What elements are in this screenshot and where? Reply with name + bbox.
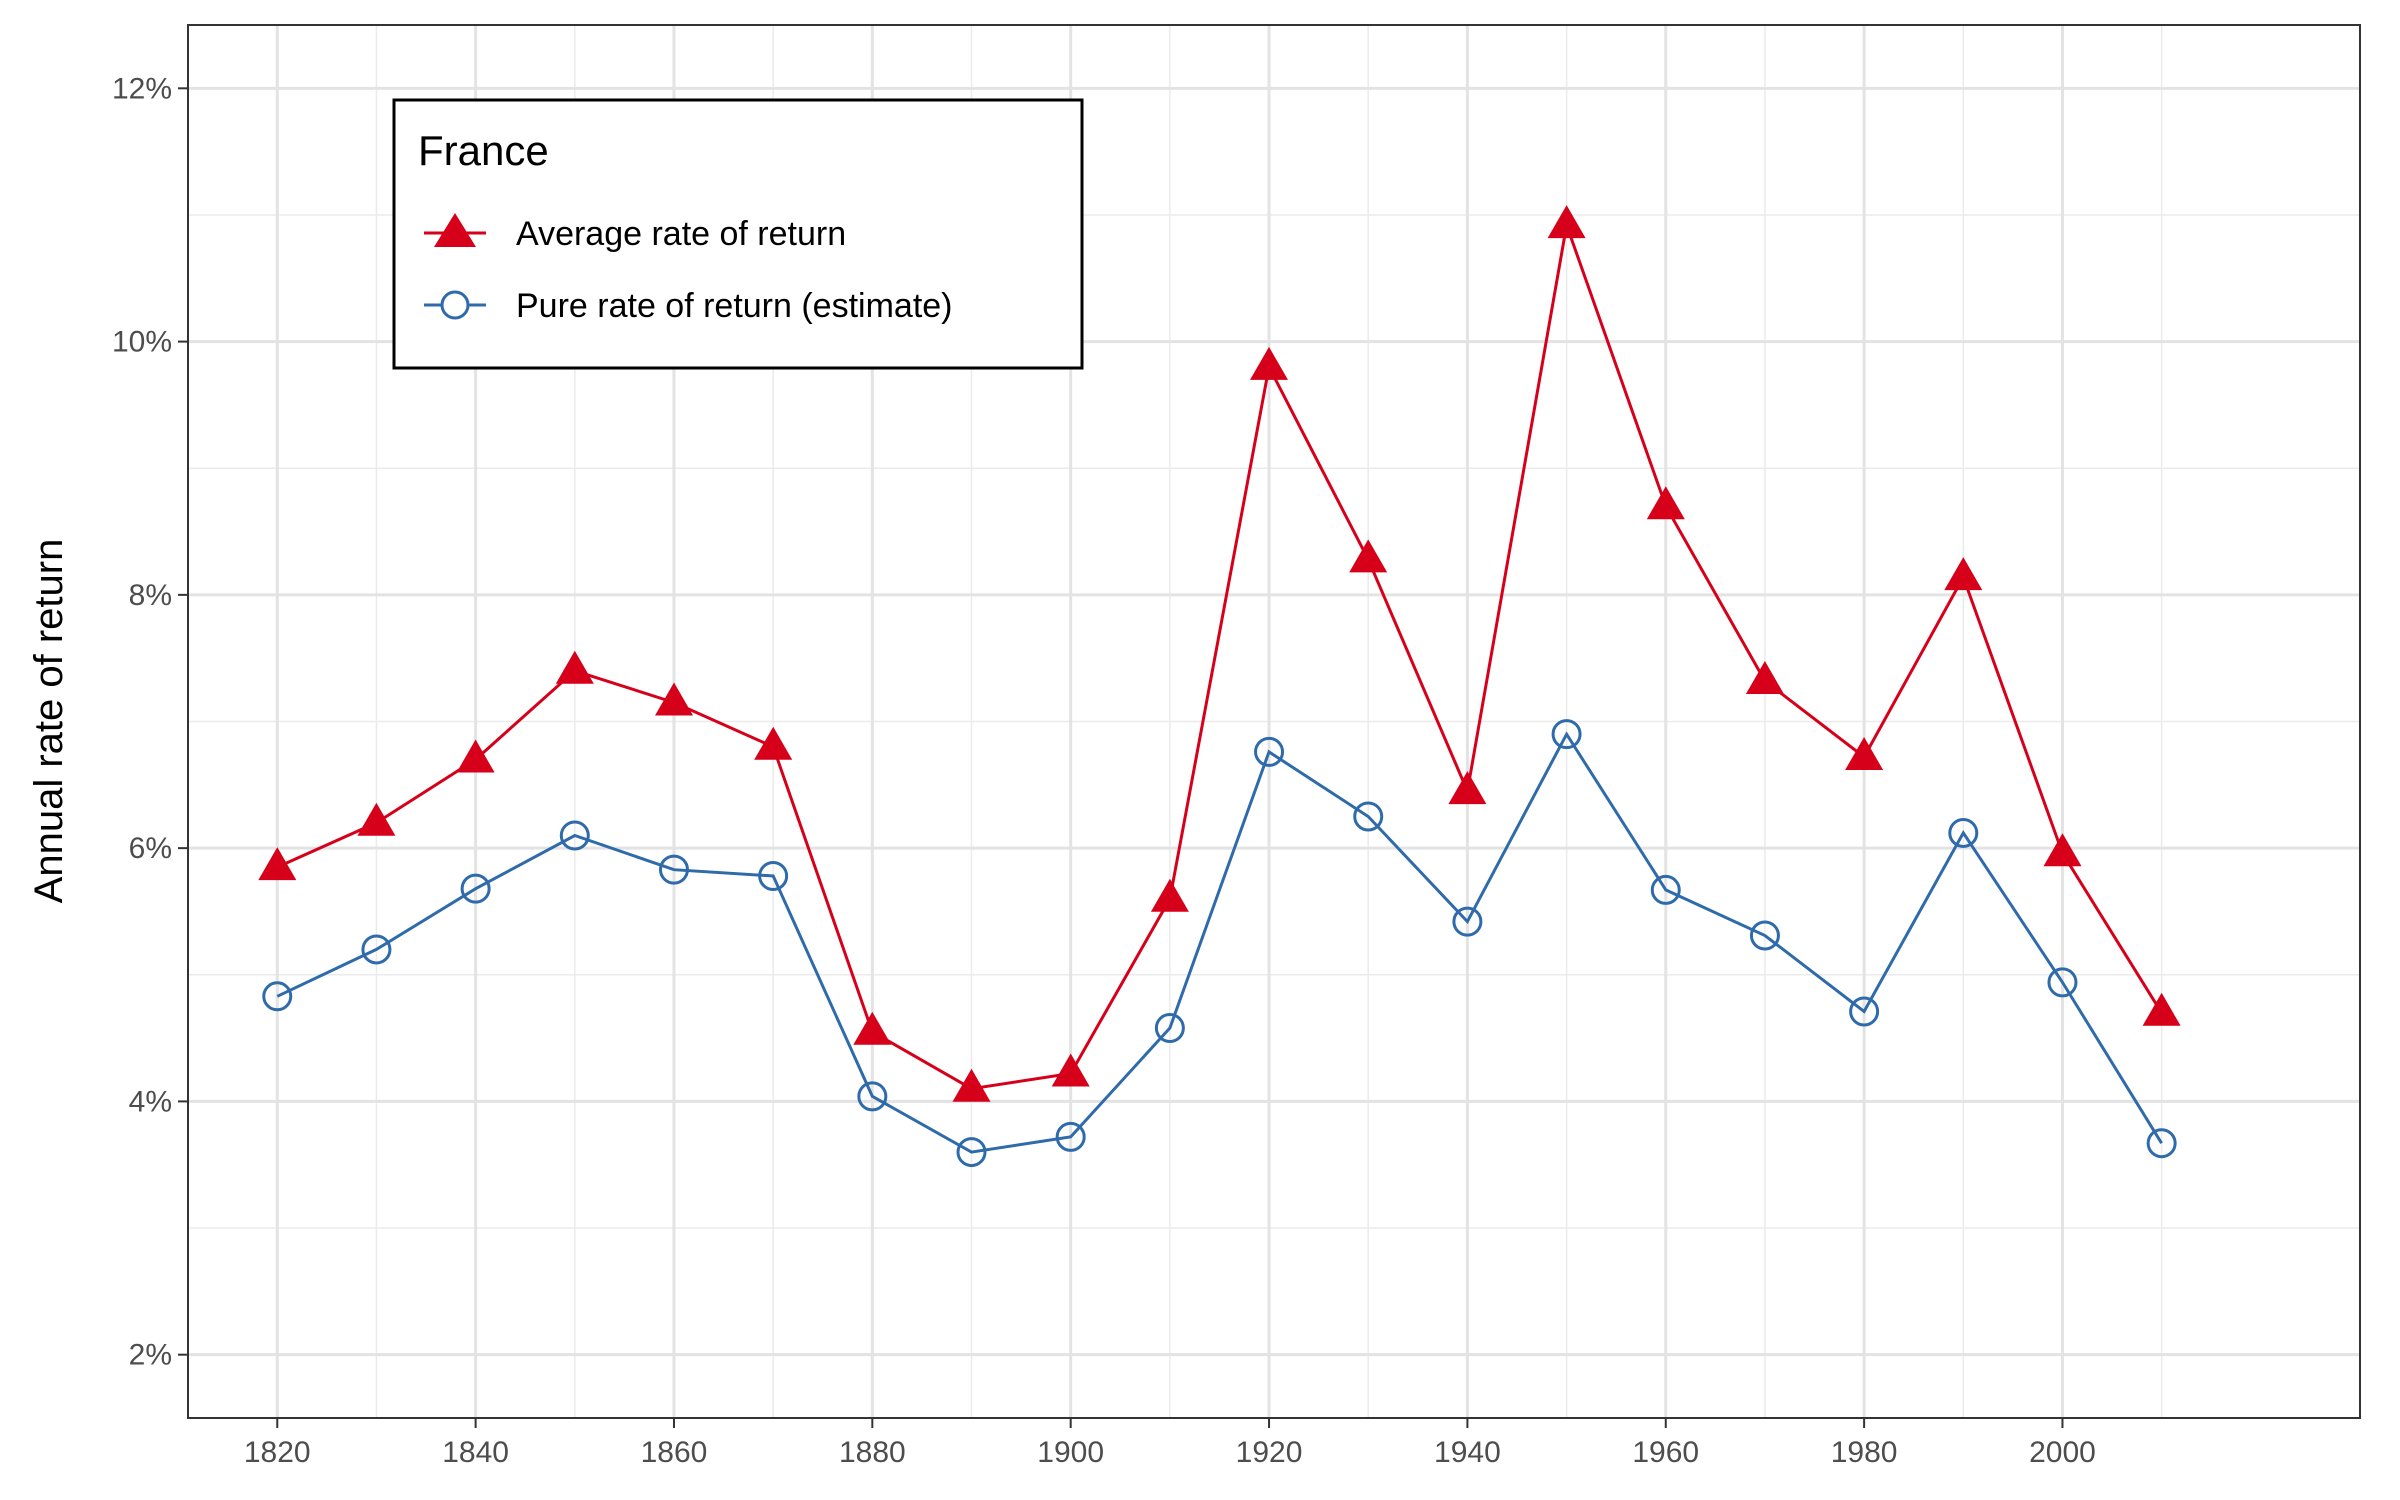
y-tick-label: 6% xyxy=(129,832,172,865)
y-tick-label: 2% xyxy=(129,1339,172,1372)
x-tick-label: 1880 xyxy=(839,1436,906,1469)
legend-label-average: Average rate of return xyxy=(516,215,846,253)
data-point-triangle xyxy=(1745,661,1784,694)
y-tick-label: 12% xyxy=(112,72,172,105)
data-point-circle xyxy=(1154,1012,1185,1043)
data-point-circle xyxy=(559,820,590,851)
series-layer xyxy=(258,205,2181,1168)
data-point-triangle xyxy=(655,682,693,716)
data-point-circle xyxy=(262,981,293,1012)
y-tick-label: 4% xyxy=(129,1085,172,1118)
series-line-0 xyxy=(276,219,2163,1091)
data-point-circle xyxy=(1849,996,1880,1027)
data-point-triangle xyxy=(754,726,793,760)
y-tick-label: 10% xyxy=(112,326,172,359)
data-point-circle xyxy=(2146,1128,2177,1159)
data-point-triangle xyxy=(1150,878,1189,912)
data-point-circle xyxy=(1055,1121,1086,1152)
data-point-triangle xyxy=(1845,737,1884,770)
data-point-circle xyxy=(361,934,392,965)
data-point-triangle xyxy=(853,1011,892,1045)
y-axis-title: Annual rate of return xyxy=(27,539,71,904)
legend-box xyxy=(392,98,1084,370)
x-tick-label: 1960 xyxy=(1632,1436,1699,1469)
data-point-triangle xyxy=(1547,205,1586,239)
grid-lines xyxy=(188,25,2360,1418)
x-tick-label: 1900 xyxy=(1037,1436,1104,1469)
x-tick-label: 1980 xyxy=(1831,1436,1898,1469)
data-point-triangle xyxy=(952,1068,991,1102)
data-point-circle xyxy=(2047,967,2078,998)
x-tick-label: 1840 xyxy=(442,1436,509,1469)
data-point-triangle xyxy=(1349,539,1388,573)
data-point-circle xyxy=(857,1081,888,1112)
data-point-circle xyxy=(1551,719,1582,750)
data-point-triangle xyxy=(1944,557,1983,591)
legend-label-pure: Pure rate of return (estimate) xyxy=(516,287,953,325)
data-point-triangle xyxy=(1646,486,1685,520)
plot-panel-border xyxy=(187,24,2361,1419)
data-point-triangle xyxy=(1250,346,1288,380)
x-tick-label: 1820 xyxy=(244,1436,311,1469)
legend-triangle-icon xyxy=(434,213,476,247)
x-tick-label: 1940 xyxy=(1434,1436,1501,1469)
y-tick-label: 8% xyxy=(129,579,172,612)
data-point-triangle xyxy=(2142,992,2181,1026)
data-point-circle xyxy=(1254,736,1285,767)
data-point-triangle xyxy=(357,802,396,836)
x-tick-label: 2000 xyxy=(2029,1436,2096,1469)
data-point-circle xyxy=(658,854,689,885)
data-point-triangle xyxy=(1051,1053,1090,1087)
data-point-triangle xyxy=(555,650,594,684)
legend-title: France xyxy=(418,127,549,174)
legend-circle-icon xyxy=(440,290,470,320)
x-tick-label: 1920 xyxy=(1236,1436,1303,1469)
data-point-triangle xyxy=(2043,833,2082,867)
data-point-circle xyxy=(1948,817,1979,848)
legend: France Average rate of return Pure rate … xyxy=(392,98,1084,370)
data-point-circle xyxy=(956,1137,987,1168)
axes: 1820 1840 1860 1880 1900 1920 1940 1960 1980 2000… xyxy=(112,72,2096,1469)
data-point-circle xyxy=(1749,920,1780,951)
data-point-triangle xyxy=(258,847,297,881)
data-point-circle xyxy=(1650,874,1681,905)
data-point-circle xyxy=(758,860,789,891)
series-line-1 xyxy=(276,731,2163,1154)
data-point-circle xyxy=(460,873,491,904)
data-point-triangle xyxy=(456,739,495,773)
data-point-circle xyxy=(1353,801,1384,832)
x-tick-label: 1860 xyxy=(641,1436,708,1469)
data-point-circle xyxy=(1452,906,1483,937)
data-point-triangle xyxy=(1448,771,1487,805)
